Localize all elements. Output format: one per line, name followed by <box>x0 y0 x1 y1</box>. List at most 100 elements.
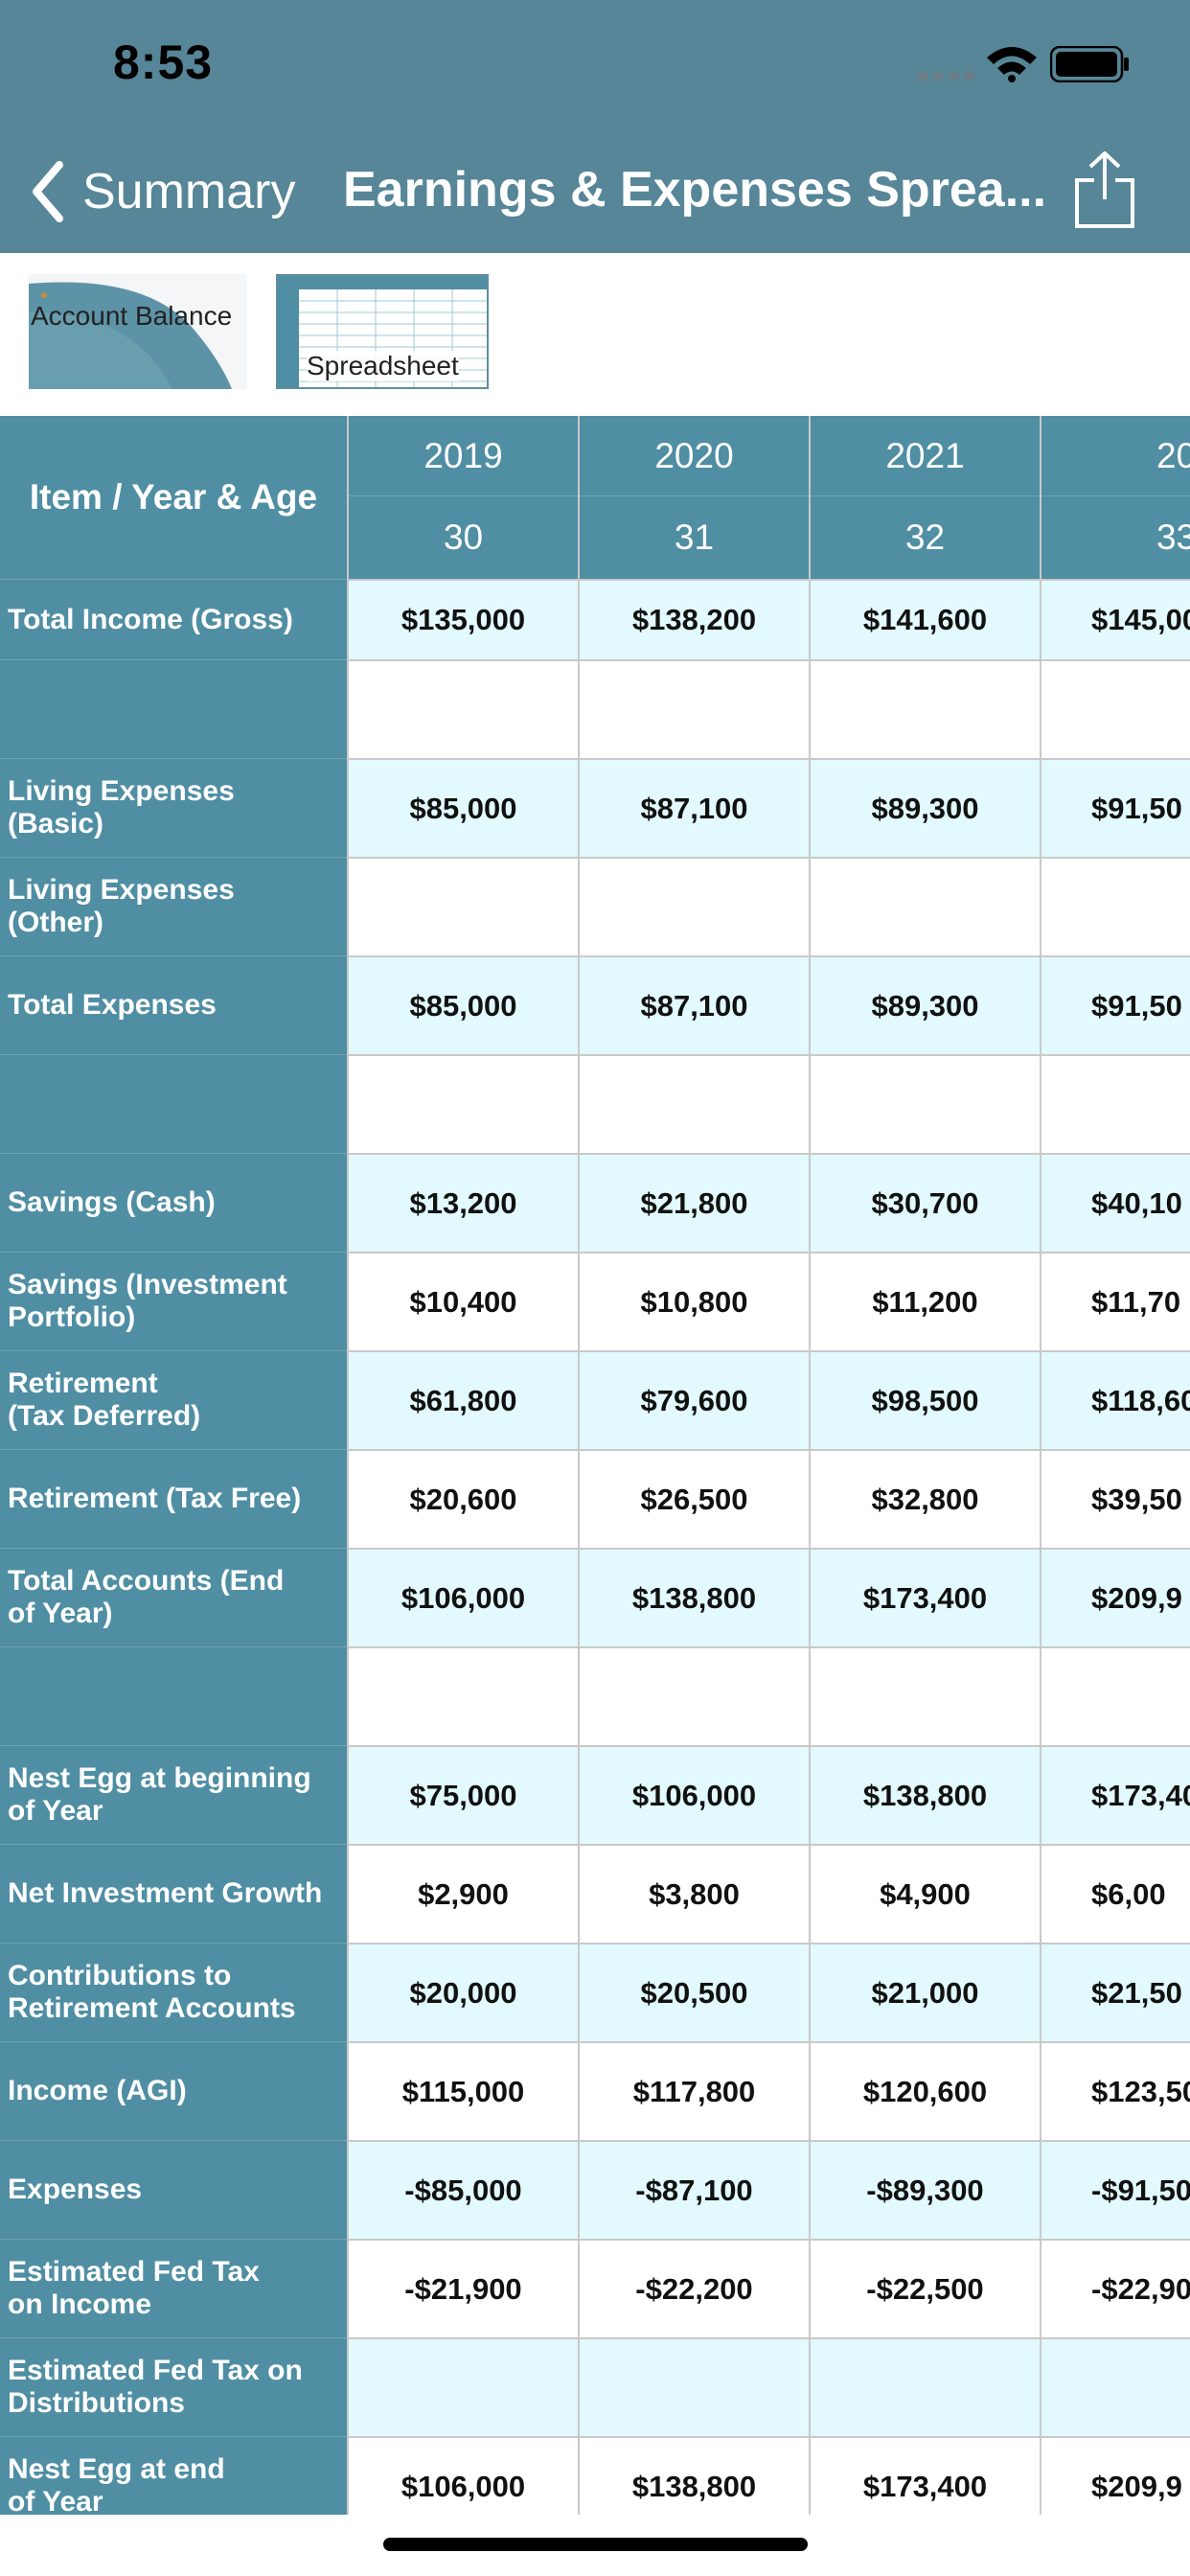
table-cell: $173,40 <box>1041 1745 1190 1844</box>
row-label-text: Total Expenses <box>8 989 217 1021</box>
row-label <box>0 1054 347 1153</box>
row-label-text: Retirement (Tax Deferred) <box>8 1368 201 1432</box>
navigation-header: 8:53 Summary Earnings & Expenses Sprea..… <box>0 0 1190 253</box>
row-label-text: Nest Egg at end of Year <box>8 2453 225 2515</box>
row-label: Total Income (Gross) <box>0 579 347 659</box>
table-cell: $91,50 <box>1041 955 1190 1054</box>
row-labels-column: Item / Year & Age Total Income (Gross) Li… <box>0 416 347 2515</box>
table-cell: $209,9 <box>1041 1548 1190 1646</box>
row-label: Estimated Fed Tax on Income <box>0 2239 347 2337</box>
row-label: Estimated Fed Tax on Distributions <box>0 2337 347 2436</box>
row-label: Living Expenses (Basic) <box>0 758 347 857</box>
table-cell: $89,300 <box>811 758 1040 857</box>
spreadsheet-thumbnail[interactable]: Spreadsheet <box>276 274 489 389</box>
table-cell: $40,10 <box>1041 1153 1190 1252</box>
row-label: Net Investment Growth <box>0 1844 347 1943</box>
page-title: Earnings & Expenses Sprea... <box>343 162 1047 218</box>
row-label: Retirement (Tax Free) <box>0 1449 347 1548</box>
table-cell: $117,800 <box>580 2041 809 2140</box>
table-cell: $20,600 <box>349 1449 578 1548</box>
year-column: 2021 32 $141,600 $89,300 $89,300 $30,700 $11,2… <box>809 416 1040 2515</box>
table-cell: -$91,50 <box>1041 2140 1190 2239</box>
table-cell <box>349 1646 578 1745</box>
table-cell <box>1041 1054 1190 1153</box>
row-label-text: Nest Egg at beginning of Year <box>8 1762 311 1827</box>
row-label-text: Savings (Investment Portfolio) <box>8 1269 287 1333</box>
table-cell: $106,000 <box>349 1548 578 1646</box>
table-cell: $85,000 <box>349 758 578 857</box>
share-icon[interactable] <box>1071 150 1138 230</box>
table-cell: $21,50 <box>1041 1943 1190 2041</box>
corner-header-label: Item / Year & Age <box>29 477 318 517</box>
table-cell <box>811 659 1040 758</box>
row-label-text: Contributions to Retirement Accounts <box>8 1960 296 2024</box>
table-cell: $26,500 <box>580 1449 809 1548</box>
table-cell: $6,00 <box>1041 1844 1190 1943</box>
table-cell: $173,400 <box>811 2436 1040 2515</box>
table-cell: $106,000 <box>580 1745 809 1844</box>
row-label: Total Accounts (End of Year) <box>0 1548 347 1646</box>
row-label-text: Living Expenses (Basic) <box>8 775 235 840</box>
table-cell <box>580 1646 809 1745</box>
column-year-header: 2019 <box>349 416 578 496</box>
table-cell: $11,200 <box>811 1252 1040 1350</box>
row-label: Living Expenses (Other) <box>0 857 347 955</box>
table-cell: $106,000 <box>349 2436 578 2515</box>
table-cell <box>1041 1646 1190 1745</box>
table-cell: $11,70 <box>1041 1252 1190 1350</box>
table-cell: $79,600 <box>580 1350 809 1449</box>
home-indicator[interactable] <box>383 2538 808 2551</box>
column-age-header: 33 <box>1041 496 1190 579</box>
row-label <box>0 1646 347 1745</box>
column-year-header: 2020 <box>580 416 809 496</box>
row-label <box>0 659 347 758</box>
table-cell <box>1041 857 1190 955</box>
table-cell <box>349 659 578 758</box>
column-age-header: 31 <box>580 496 809 579</box>
table-cell <box>811 1646 1040 1745</box>
table-cell <box>349 2337 578 2436</box>
table-cell <box>811 1054 1040 1153</box>
table-cell: $32,800 <box>811 1449 1040 1548</box>
column-year-header: 2022 <box>1041 416 1190 496</box>
table-cell <box>580 1054 809 1153</box>
table-cell: $138,800 <box>580 2436 809 2515</box>
table-cell <box>349 857 578 955</box>
row-label: Nest Egg at end of Year <box>0 2436 347 2515</box>
back-button[interactable]: Summary <box>29 153 295 230</box>
table-cell: $75,000 <box>349 1745 578 1844</box>
row-label-text: Total Income (Gross) <box>8 603 293 635</box>
row-label: Total Expenses <box>0 955 347 1054</box>
table-cell: $120,600 <box>811 2041 1040 2140</box>
table-cell: $91,50 <box>1041 758 1190 857</box>
table-cell: $98,500 <box>811 1350 1040 1449</box>
table-cell: $2,900 <box>349 1844 578 1943</box>
table-cell: $85,000 <box>349 955 578 1054</box>
table-cell: -$85,000 <box>349 2140 578 2239</box>
row-label-text: Savings (Cash) <box>8 1186 216 1218</box>
wifi-icon <box>987 47 1037 82</box>
table-cell <box>1041 2337 1190 2436</box>
table-cell: $145,00 <box>1041 579 1190 659</box>
year-column: 202233$145,00 $91,50 $91,50 $40,10$11,70$11… <box>1040 416 1190 2515</box>
spreadsheet-table[interactable]: Item / Year & Age Total Income (Gross) Li… <box>0 416 1190 2515</box>
table-cell: $20,500 <box>580 1943 809 2041</box>
table-cell: $118,60 <box>1041 1350 1190 1449</box>
table-cell: $21,800 <box>580 1153 809 1252</box>
table-cell: -$87,100 <box>580 2140 809 2239</box>
account-balance-thumbnail[interactable]: Account Balance <box>29 274 247 389</box>
account-balance-label: Account Balance <box>31 301 233 331</box>
row-label-text: Total Accounts (End of Year) <box>8 1565 285 1629</box>
table-cell <box>580 857 809 955</box>
table-cell: $4,900 <box>811 1844 1040 1943</box>
table-cell: $115,000 <box>349 2041 578 2140</box>
table-cell: $173,400 <box>811 1548 1040 1646</box>
table-cell: $39,50 <box>1041 1449 1190 1548</box>
table-cell: $141,600 <box>811 579 1040 659</box>
row-label: Expenses <box>0 2140 347 2239</box>
table-cell: -$22,200 <box>580 2239 809 2337</box>
table-cell: $10,800 <box>580 1252 809 1350</box>
row-label-text: Income (AGI) <box>8 2075 187 2106</box>
row-label-text: Living Expenses (Other) <box>8 874 235 938</box>
year-column: 2020 31 $138,200 $87,100 $87,100 $21,800 $10,8… <box>578 416 809 2515</box>
